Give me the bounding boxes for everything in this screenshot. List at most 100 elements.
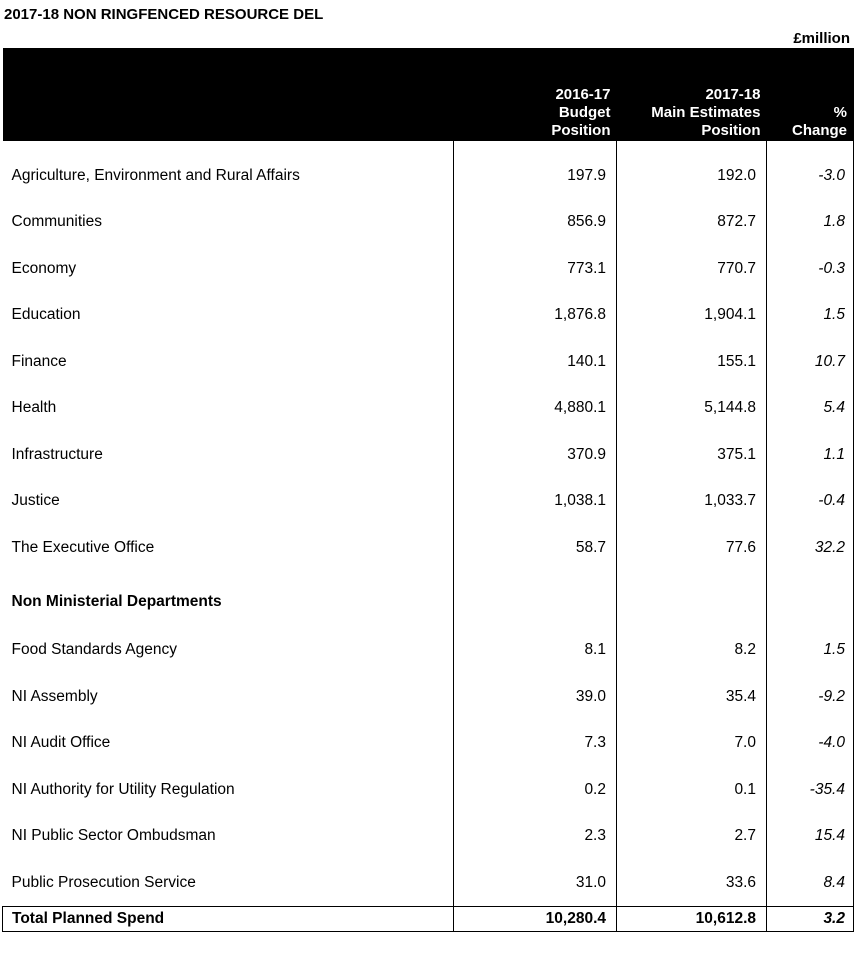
empty-cell (453, 571, 617, 627)
percent-change: 1.8 (823, 213, 845, 231)
value-2017-18: 33.6 (616, 859, 767, 906)
department-name: NI Authority for Utility Regulation (2, 766, 454, 813)
unit-label: £million (793, 30, 850, 47)
table-body: Agriculture, Environment and Rural Affai… (2, 141, 854, 906)
value-2016-17: 7.3 (453, 720, 617, 767)
value-2016-17: 856.9 (453, 199, 617, 246)
percent-change: 1.1 (823, 445, 845, 463)
value-2017-18: 1,904.1 (616, 292, 767, 339)
budget-table: 2016-17 Budget Position 2017-18 Main Est… (2, 48, 854, 932)
percent-change: -4.0 (818, 734, 845, 752)
value-2016-17: 1,876.8 (453, 292, 617, 339)
header-2017-18-line2: Main Estimates (651, 104, 761, 121)
table-row: Infrastructure 370.9 375.1 1.1 (2, 431, 854, 478)
table-row: Communities 856.9 872.7 1.8 (2, 199, 854, 246)
value-2016-17: 58.7 (453, 524, 617, 571)
header-2016-17-line1: 2016-17 (555, 86, 611, 103)
value-2016-17: 0.2 (453, 766, 617, 813)
percent-change: 1.5 (823, 641, 845, 659)
value-2016-17: 197.9 (453, 141, 617, 199)
percent-change: -9.2 (818, 687, 845, 705)
value-2017-18: 2.7 (616, 813, 767, 860)
value-2016-17: 370.9 (453, 431, 617, 478)
percent-change: -35.4 (809, 780, 845, 798)
department-name: Agriculture, Environment and Rural Affai… (2, 141, 454, 199)
header-change: % Change (766, 48, 854, 141)
value-2017-18: 8.2 (616, 627, 767, 674)
header-row: 2016-17 Budget Position 2017-18 Main Est… (2, 48, 854, 141)
table-row: NI Public Sector Ombudsman 2.3 2.7 15.4 (2, 813, 854, 860)
department-name: Infrastructure (2, 431, 454, 478)
percent-change: 32.2 (814, 538, 845, 556)
department-name: Health (2, 385, 454, 432)
table-row: Food Standards Agency 8.1 8.2 1.5 (2, 627, 854, 674)
header-2017-18-line3: Position (701, 122, 761, 139)
department-name: Public Prosecution Service (2, 859, 454, 906)
value-2016-17: 773.1 (453, 245, 617, 292)
section-row: Non Ministerial Departments (2, 571, 854, 627)
department-name: NI Audit Office (2, 720, 454, 767)
total-change: 3.2 (766, 905, 854, 932)
department-name: Education (2, 292, 454, 339)
value-2016-17: 4,880.1 (453, 385, 617, 432)
value-2017-18: 155.1 (616, 338, 767, 385)
value-2017-18: 77.6 (616, 524, 767, 571)
table-row: NI Audit Office 7.3 7.0 -4.0 (2, 720, 854, 767)
percent-change: 5.4 (823, 399, 845, 417)
total-2017-18: 10,612.8 (616, 905, 767, 932)
value-2017-18: 35.4 (616, 673, 767, 720)
value-2016-17: 1,038.1 (453, 478, 617, 525)
table-row: Health 4,880.1 5,144.8 5.4 (2, 385, 854, 432)
value-2016-17: 39.0 (453, 673, 617, 720)
table-row: NI Authority for Utility Regulation 0.2 0.… (2, 766, 854, 813)
percent-change: -3.0 (818, 166, 845, 184)
table-row: Public Prosecution Service 31.0 33.6 8.4 (2, 859, 854, 906)
value-2017-18: 5,144.8 (616, 385, 767, 432)
department-name: NI Public Sector Ombudsman (2, 813, 454, 860)
header-2016-17-line2: Budget (558, 104, 611, 121)
value-2017-18: 1,033.7 (616, 478, 767, 525)
total-2016-17: 10,280.4 (453, 905, 617, 932)
header-change-line1: % (833, 104, 847, 121)
table-row: Economy 773.1 770.7 -0.3 (2, 245, 854, 292)
value-2017-18: 872.7 (616, 199, 767, 246)
percent-change: 15.4 (814, 827, 845, 845)
empty-cell (616, 571, 767, 627)
value-2017-18: 375.1 (616, 431, 767, 478)
table-row: Justice 1,038.1 1,033.7 -0.4 (2, 478, 854, 525)
header-2016-17-line3: Position (551, 122, 611, 139)
percent-change: -0.3 (818, 259, 845, 277)
department-name: Food Standards Agency (2, 627, 454, 674)
header-2016-17: 2016-17 Budget Position (453, 48, 617, 141)
department-name: The Executive Office (2, 524, 454, 571)
header-2017-18: 2017-18 Main Estimates Position (616, 48, 767, 141)
value-2016-17: 8.1 (453, 627, 617, 674)
total-label: Total Planned Spend (2, 905, 454, 932)
table-row: Education 1,876.8 1,904.1 1.5 (2, 292, 854, 339)
table-row: Agriculture, Environment and Rural Affai… (2, 141, 854, 199)
header-2017-18-line1: 2017-18 (705, 86, 761, 103)
table-row: NI Assembly 39.0 35.4 -9.2 (2, 673, 854, 720)
percent-change: 8.4 (823, 873, 845, 891)
total-row: Total Planned Spend 10,280.4 10,612.8 3.… (2, 905, 854, 932)
value-2017-18: 7.0 (616, 720, 767, 767)
value-2016-17: 2.3 (453, 813, 617, 860)
percent-change: 10.7 (814, 352, 845, 370)
section-heading: Non Ministerial Departments (2, 571, 454, 627)
percent-change: -0.4 (818, 492, 845, 510)
department-name: Finance (2, 338, 454, 385)
value-2017-18: 192.0 (616, 141, 767, 199)
table-row: The Executive Office 58.7 77.6 32.2 (2, 524, 854, 571)
department-name: Economy (2, 245, 454, 292)
department-name: NI Assembly (2, 673, 454, 720)
value-2017-18: 770.7 (616, 245, 767, 292)
header-change-line2: Change (791, 122, 847, 139)
department-name: Communities (2, 199, 454, 246)
value-2016-17: 31.0 (453, 859, 617, 906)
department-name: Justice (2, 478, 454, 525)
value-2016-17: 140.1 (453, 338, 617, 385)
document-title: 2017-18 NON RINGFENCED RESOURCE DEL (4, 6, 324, 23)
percent-change: 1.5 (823, 306, 845, 324)
empty-cell (767, 571, 854, 627)
value-2017-18: 0.1 (616, 766, 767, 813)
